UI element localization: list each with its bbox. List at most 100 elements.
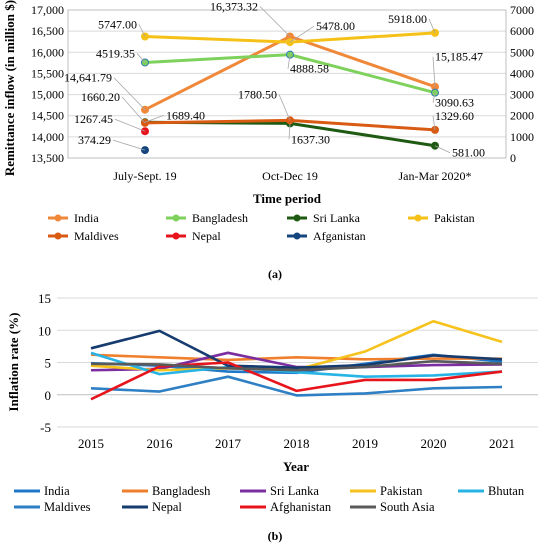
data-label-maldives: 1780.50 (238, 87, 277, 101)
right-axis-tick-label: 4000 (510, 66, 534, 80)
panel-a-gridlines (68, 9, 506, 159)
panel-b-x-axis-ticks: 2015 2016 2017 2018 2019 2020 2021 (78, 436, 515, 451)
x-axis-tick-label: Oct-Dec 19 (262, 169, 318, 183)
data-label-leader (114, 118, 146, 132)
data-label-sri-lanka: 581.00 (452, 146, 485, 160)
x-axis-tick-label: Jan-Mar 2020* (399, 169, 472, 183)
left-axis-tick-label: 15,000 (31, 88, 64, 102)
panel-b-legend: India Bangladesh Sri Lanka Pakistan Bhutan Ma… (14, 484, 525, 514)
right-axis-tick-label: 1000 (510, 130, 534, 144)
legend-label: Maldives (74, 229, 119, 243)
data-label-leader (259, 6, 291, 37)
right-axis-tick-label: 3000 (510, 88, 534, 102)
data-label-nepal: 1267.45 (74, 112, 113, 126)
x-axis-tick-label: 2019 (352, 436, 378, 451)
legend-item-sri-lanka: Sri Lanka (240, 484, 319, 498)
data-label-leader (432, 56, 436, 87)
legend-item-afganistan: Afganistan (287, 229, 366, 243)
data-label-pakistan: 5747.00 (98, 17, 137, 31)
panel-a-left-axis-ticks: 13,500 14,000 14,500 15,000 15,500 16,000 16,5… (31, 3, 64, 165)
panel-b-x-axis-title: Year (283, 459, 309, 474)
data-label-leader (432, 92, 436, 103)
x-axis-tick-label: 2020 (421, 436, 447, 451)
data-label-bangladesh: 4519.35 (96, 46, 135, 60)
legend-swatch-marker (54, 232, 62, 240)
left-axis-tick-label: 17,000 (31, 3, 64, 17)
data-label-pakistan: 5478.00 (316, 19, 355, 33)
panel-a-right-axis-ticks: 0 1000 2000 3000 4000 5000 6000 7000 (510, 3, 534, 165)
legend-label: Pakistan (380, 484, 423, 498)
panel-a-x-axis-title: Time period (253, 191, 322, 206)
x-axis-tick-label: 2017 (215, 436, 242, 451)
data-label-leader (138, 24, 146, 37)
y-axis-tick-label: 0 (45, 388, 52, 403)
legend-label: Afganistan (313, 229, 366, 243)
x-axis-tick-label: 2018 (284, 436, 310, 451)
legend-label: India (74, 211, 99, 225)
legend-item-bangladesh: Bangladesh (122, 484, 211, 498)
data-label-leader (287, 54, 291, 69)
data-label-leader (112, 139, 146, 151)
legend-item-maldives: Maldives (14, 500, 91, 514)
data-label-leader (113, 77, 146, 110)
legend-item-nepal: Nepal (166, 229, 221, 243)
data-label-india: 16,373.32 (210, 0, 258, 13)
legend-swatch-marker (414, 214, 422, 222)
series-line-maldives (90, 375, 503, 397)
data-label-leader (288, 123, 291, 140)
right-axis-tick-label: 2000 (510, 109, 534, 123)
data-label-sri-lanka: 1637.30 (291, 132, 330, 146)
data-label-leader (432, 115, 436, 130)
series-line-nepal (90, 329, 503, 369)
legend-swatch-marker (293, 232, 301, 240)
legend-label: Sri Lanka (270, 484, 319, 498)
left-axis-tick-label: 16,000 (31, 45, 64, 59)
data-label-india: 14,641.79 (64, 71, 112, 85)
x-axis-tick-label: 2015 (78, 436, 104, 451)
x-axis-tick-label: 2016 (147, 436, 174, 451)
right-axis-tick-label: 0 (510, 151, 516, 165)
y-axis-tick-label: -5 (40, 420, 51, 435)
panel-b-y-axis-title: Inflation rate (%) (6, 313, 21, 412)
legend-item-pakistan: Pakistan (408, 211, 475, 225)
legend-label: Afghanistan (270, 500, 332, 514)
panel-a-legend: India Bangladesh Sri Lanka Pakistan Maldives… (48, 211, 475, 243)
data-label-leader (434, 145, 451, 154)
panel-a-y-axis-title: Remittance inflow (in million $) (2, 0, 17, 176)
series-line-bhutan (90, 351, 503, 378)
panel-b-caption: (b) (268, 529, 283, 543)
legend-item-bangladesh: Bangladesh (166, 211, 248, 225)
legend-label: Pakistan (434, 211, 475, 225)
left-axis-tick-label: 14,500 (31, 109, 64, 123)
series-line-afghanistan (90, 361, 503, 401)
panel-a-remittance-chart: 13,500 14,000 14,500 15,000 15,500 16,000 16,5… (2, 0, 534, 281)
series-line-bangladesh (90, 353, 502, 362)
legend-label: South Asia (380, 500, 435, 514)
legend-item-sri-lanka: Sri Lanka (287, 211, 361, 225)
panel-b-series (90, 319, 503, 401)
y-axis-tick-label: 15 (38, 291, 51, 306)
legend-item-pakistan: Pakistan (350, 484, 423, 498)
x-axis-tick-label: July-Sept. 19 (113, 169, 176, 183)
left-axis-tick-label: 14,000 (31, 130, 64, 144)
y-axis-tick-label: 5 (45, 356, 52, 371)
data-label-bangladesh: 3090.63 (435, 96, 474, 110)
right-axis-tick-label: 5000 (510, 45, 534, 59)
legend-swatch-marker (172, 232, 180, 240)
x-axis-tick-label: 2021 (489, 436, 515, 451)
legend-label: Maldives (44, 500, 91, 514)
data-label-pakistan: 5918.00 (388, 12, 427, 26)
data-label-leader (428, 18, 436, 34)
legend-label: Bangladesh (152, 484, 211, 498)
data-label-afganistan: 374.29 (78, 133, 111, 147)
data-label-maldives: 1660.20 (81, 90, 120, 104)
panel-a-data-labels: 14,641.79 16,373.32 15,185.47 4519.35 4888.5… (64, 0, 485, 160)
data-label-bangladesh: 4888.58 (290, 62, 329, 76)
panel-a-plot-frame (67, 9, 507, 159)
data-label-leader (121, 96, 146, 124)
data-label-india: 15,185.47 (435, 50, 483, 64)
y-axis-tick-label: 10 (38, 323, 51, 338)
legend-item-india: India (14, 484, 70, 498)
data-label-leader (278, 94, 291, 121)
